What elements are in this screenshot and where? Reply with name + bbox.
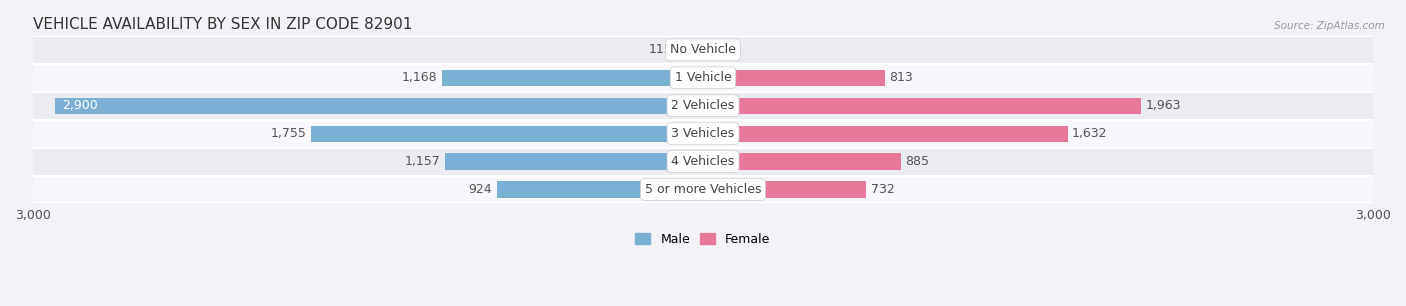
Text: VEHICLE AVAILABILITY BY SEX IN ZIP CODE 82901: VEHICLE AVAILABILITY BY SEX IN ZIP CODE … <box>32 17 412 32</box>
Bar <box>703 42 714 58</box>
Bar <box>441 70 703 86</box>
Text: 1,168: 1,168 <box>402 71 437 84</box>
Bar <box>32 176 1374 203</box>
Text: 885: 885 <box>905 155 929 168</box>
Text: 3 Vehicles: 3 Vehicles <box>672 127 734 140</box>
Bar <box>32 147 1374 176</box>
Text: 2,900: 2,900 <box>62 99 98 112</box>
Text: 52: 52 <box>718 43 735 56</box>
Bar <box>703 98 1142 114</box>
Text: 924: 924 <box>468 183 492 196</box>
Text: 1,157: 1,157 <box>405 155 440 168</box>
Bar <box>444 154 703 170</box>
Bar <box>496 181 703 198</box>
Bar <box>703 154 901 170</box>
Bar <box>703 70 884 86</box>
Bar <box>678 42 703 58</box>
Bar <box>32 36 1374 64</box>
Bar <box>32 120 1374 147</box>
Bar <box>32 64 1374 92</box>
Text: 2 Vehicles: 2 Vehicles <box>672 99 734 112</box>
Text: 1,963: 1,963 <box>1146 99 1181 112</box>
Legend: Male, Female: Male, Female <box>630 228 776 251</box>
Bar <box>55 98 703 114</box>
Text: 115: 115 <box>650 43 673 56</box>
Text: 1 Vehicle: 1 Vehicle <box>675 71 731 84</box>
Text: 5 or more Vehicles: 5 or more Vehicles <box>645 183 761 196</box>
Text: 813: 813 <box>889 71 912 84</box>
Text: 1,632: 1,632 <box>1071 127 1108 140</box>
Bar <box>703 181 866 198</box>
Text: 4 Vehicles: 4 Vehicles <box>672 155 734 168</box>
Text: Source: ZipAtlas.com: Source: ZipAtlas.com <box>1274 21 1385 32</box>
Text: 1,755: 1,755 <box>271 127 307 140</box>
Bar <box>703 125 1067 142</box>
Bar <box>311 125 703 142</box>
Text: 732: 732 <box>870 183 894 196</box>
Bar <box>32 92 1374 120</box>
Text: No Vehicle: No Vehicle <box>671 43 735 56</box>
